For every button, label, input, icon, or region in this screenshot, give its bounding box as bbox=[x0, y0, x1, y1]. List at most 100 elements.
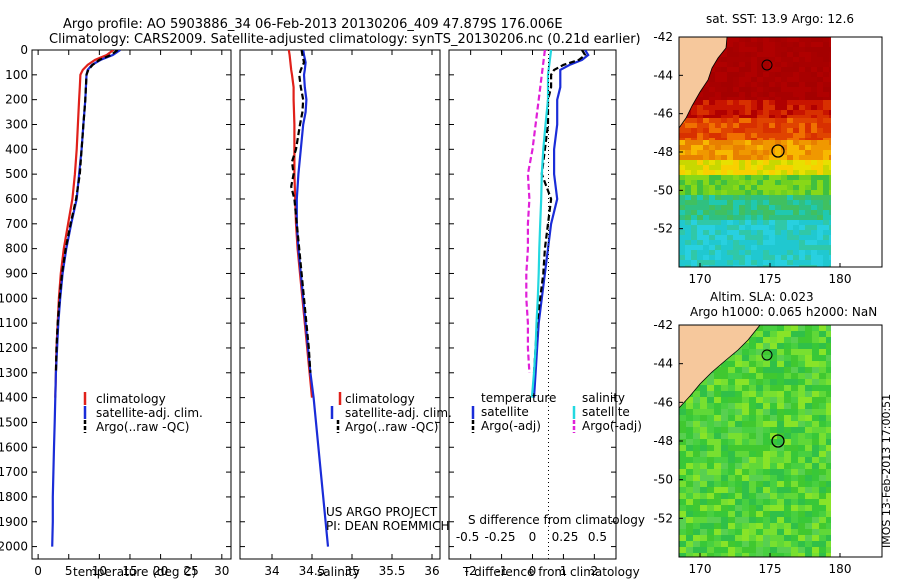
sst-cell bbox=[733, 225, 739, 230]
sla-cell bbox=[686, 439, 693, 445]
sla-cell bbox=[721, 529, 728, 535]
x-tick-label: 0 bbox=[34, 564, 42, 578]
sst-cell bbox=[781, 265, 787, 267]
sst-cell bbox=[679, 250, 685, 255]
sst-cell bbox=[757, 123, 763, 128]
sst-cell bbox=[811, 210, 817, 215]
sst-cell bbox=[745, 205, 751, 210]
sst-cell bbox=[775, 175, 781, 180]
sla-cell bbox=[791, 553, 798, 557]
sla-cell bbox=[742, 433, 749, 439]
sst-cell bbox=[703, 205, 709, 210]
sst-cell bbox=[685, 265, 691, 267]
sla-cell bbox=[756, 535, 763, 541]
y-tick-label: 2000 bbox=[0, 540, 28, 554]
sst-cell bbox=[679, 160, 685, 165]
sla-cell bbox=[784, 535, 791, 541]
sla-cell bbox=[714, 487, 721, 493]
sst-cell bbox=[733, 52, 739, 57]
sst-cell bbox=[757, 180, 763, 185]
sst-cell bbox=[685, 150, 691, 155]
lines-layer bbox=[51, 50, 590, 547]
sst-cell bbox=[727, 205, 733, 210]
sst-cell bbox=[811, 220, 817, 225]
sst-cell bbox=[703, 170, 709, 175]
sla-cell bbox=[728, 445, 735, 451]
sla-cell bbox=[805, 487, 812, 493]
sst-cell bbox=[715, 215, 721, 220]
sst-cell bbox=[817, 210, 823, 215]
sla-cell bbox=[735, 397, 742, 403]
sst-cell bbox=[817, 225, 823, 230]
sla-cell bbox=[798, 361, 805, 367]
sla-cell bbox=[763, 337, 770, 343]
sst-cell bbox=[823, 215, 829, 220]
salinity-panel-frame bbox=[239, 49, 441, 560]
sla-cell bbox=[728, 379, 735, 385]
sla-cell bbox=[721, 403, 728, 409]
sla-cell bbox=[770, 517, 777, 523]
sst-cell bbox=[805, 240, 811, 245]
sst-cell bbox=[709, 138, 715, 140]
sst-cell bbox=[799, 128, 805, 133]
sst-cell bbox=[733, 210, 739, 215]
sla-cell bbox=[805, 499, 812, 505]
sla-cell bbox=[770, 325, 777, 331]
sla-cell bbox=[721, 379, 728, 385]
x-tick-label: 0 bbox=[529, 564, 537, 578]
sst-cell bbox=[733, 155, 739, 160]
sla-cell bbox=[728, 433, 735, 439]
sst-cell bbox=[805, 225, 811, 230]
sst-cell bbox=[769, 100, 775, 105]
sst-cell bbox=[709, 92, 715, 97]
sst-cell bbox=[823, 250, 829, 255]
sst-cell bbox=[775, 210, 781, 215]
sla-cell bbox=[819, 415, 826, 421]
sla-cell bbox=[693, 439, 700, 445]
sla-cell bbox=[798, 469, 805, 475]
sla-cell bbox=[707, 385, 714, 391]
sla-cell bbox=[819, 409, 826, 415]
sst-cell bbox=[823, 115, 829, 118]
sla-cell bbox=[819, 511, 826, 517]
sst-cell bbox=[775, 37, 781, 42]
sst-cell bbox=[775, 140, 781, 145]
sla-cell bbox=[679, 487, 686, 493]
sla-cell bbox=[756, 361, 763, 367]
y-tick-label: 1600 bbox=[0, 440, 28, 454]
map-x-tick-label: 180 bbox=[829, 562, 852, 576]
sla-cell bbox=[770, 385, 777, 391]
sla-cell bbox=[735, 541, 742, 547]
sla-cell bbox=[784, 547, 791, 553]
sla-cell bbox=[805, 355, 812, 361]
sla-cell bbox=[714, 463, 721, 469]
sla-cell bbox=[798, 433, 805, 439]
sst-cell bbox=[787, 128, 793, 133]
sst-cell bbox=[727, 37, 733, 42]
sst-cell bbox=[769, 128, 775, 133]
sst-cell bbox=[787, 175, 793, 180]
sst-cell bbox=[715, 170, 721, 175]
sst-cell bbox=[721, 160, 727, 165]
sst-cell bbox=[787, 225, 793, 230]
sst-cell bbox=[799, 67, 805, 72]
sst-cell bbox=[703, 123, 709, 128]
sla-cell bbox=[721, 433, 728, 439]
sst-cell bbox=[691, 250, 697, 255]
sla-cell bbox=[686, 421, 693, 427]
sst-cell bbox=[793, 230, 799, 235]
sst-cell bbox=[691, 110, 697, 115]
sst-cell bbox=[757, 225, 763, 230]
sla-cell bbox=[735, 529, 742, 535]
sla-cell bbox=[721, 409, 728, 415]
sst-cell bbox=[697, 220, 703, 225]
sst-cell bbox=[787, 72, 793, 77]
sla-cell bbox=[805, 463, 812, 469]
sla-cell bbox=[763, 547, 770, 553]
sla-cell bbox=[686, 445, 693, 451]
sla-cell bbox=[721, 517, 728, 523]
sla-cell bbox=[735, 523, 742, 529]
y-tick-label: 1200 bbox=[0, 341, 28, 355]
sla-cell bbox=[826, 547, 833, 553]
sst-cell bbox=[703, 100, 709, 105]
